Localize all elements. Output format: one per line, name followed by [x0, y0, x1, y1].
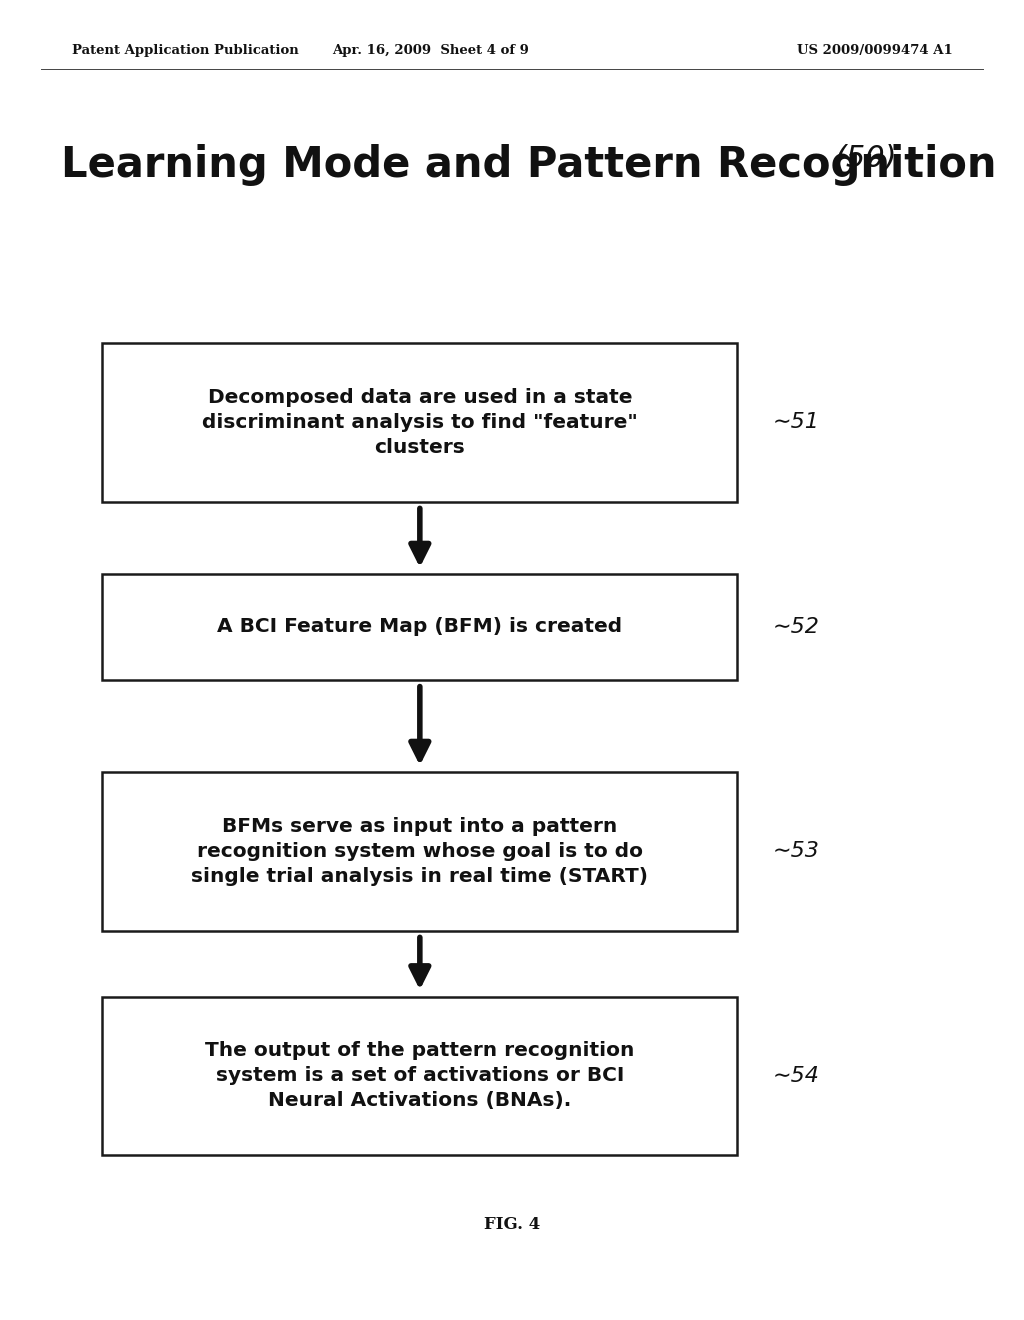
- Text: A BCI Feature Map (BFM) is created: A BCI Feature Map (BFM) is created: [217, 618, 623, 636]
- Text: BFMs serve as input into a pattern
recognition system whose goal is to do
single: BFMs serve as input into a pattern recog…: [191, 817, 648, 886]
- Text: Learning Mode and Pattern Recognition: Learning Mode and Pattern Recognition: [61, 144, 1012, 186]
- Bar: [102, 343, 737, 502]
- Bar: [102, 772, 737, 931]
- Text: FIG. 4: FIG. 4: [484, 1217, 540, 1233]
- Text: Patent Application Publication: Patent Application Publication: [72, 44, 298, 57]
- Text: ∼53: ∼53: [773, 841, 820, 862]
- Text: ∼51: ∼51: [773, 412, 820, 433]
- Text: US 2009/0099474 A1: US 2009/0099474 A1: [797, 44, 952, 57]
- Bar: [102, 574, 737, 680]
- Bar: [102, 997, 737, 1155]
- Text: (50): (50): [835, 144, 897, 173]
- Text: Decomposed data are used in a state
discriminant analysis to find "feature"
clus: Decomposed data are used in a state disc…: [202, 388, 638, 457]
- Text: ∼54: ∼54: [773, 1065, 820, 1086]
- Text: Apr. 16, 2009  Sheet 4 of 9: Apr. 16, 2009 Sheet 4 of 9: [332, 44, 528, 57]
- Text: The output of the pattern recognition
system is a set of activations or BCI
Neur: The output of the pattern recognition sy…: [205, 1041, 635, 1110]
- Text: ∼52: ∼52: [773, 616, 820, 638]
